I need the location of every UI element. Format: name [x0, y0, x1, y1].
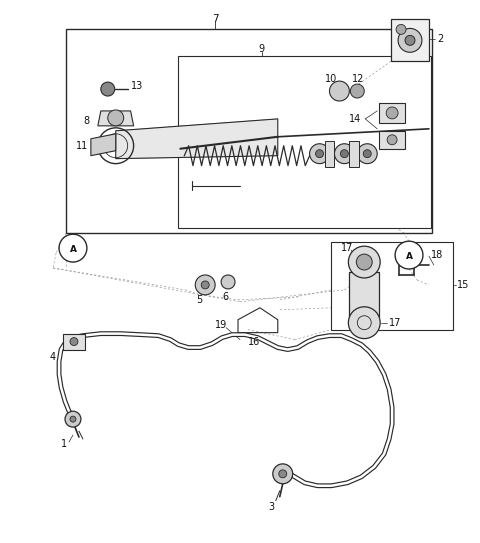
Bar — [379, 131, 405, 149]
Circle shape — [315, 150, 324, 157]
Text: 2: 2 — [437, 34, 443, 45]
Circle shape — [363, 150, 371, 157]
Text: 15: 15 — [457, 280, 469, 290]
Text: 17: 17 — [341, 243, 354, 253]
Polygon shape — [98, 111, 133, 126]
Circle shape — [108, 110, 124, 126]
Text: 16: 16 — [248, 337, 260, 346]
Text: 14: 14 — [349, 114, 361, 124]
Circle shape — [348, 307, 380, 339]
Circle shape — [357, 144, 377, 163]
Text: 17: 17 — [389, 318, 401, 328]
Circle shape — [335, 144, 354, 163]
Text: 19: 19 — [215, 320, 228, 330]
Circle shape — [310, 144, 329, 163]
Text: 6: 6 — [222, 292, 228, 302]
Circle shape — [59, 234, 87, 262]
Circle shape — [329, 81, 349, 101]
Bar — [66, 29, 432, 233]
Bar — [63, 333, 85, 350]
Circle shape — [395, 241, 423, 269]
Circle shape — [273, 464, 293, 484]
Bar — [179, 56, 431, 228]
Text: 9: 9 — [259, 45, 265, 54]
Circle shape — [70, 416, 76, 422]
Circle shape — [65, 411, 81, 427]
Text: 12: 12 — [352, 74, 365, 84]
Circle shape — [201, 281, 209, 289]
Circle shape — [396, 24, 406, 34]
Circle shape — [387, 135, 397, 145]
Text: 5: 5 — [196, 295, 203, 305]
Text: 13: 13 — [131, 81, 143, 91]
Polygon shape — [116, 119, 278, 159]
Text: 11: 11 — [76, 141, 88, 151]
Text: 1: 1 — [61, 439, 67, 449]
Circle shape — [398, 28, 422, 52]
Text: 7: 7 — [212, 15, 218, 24]
Circle shape — [350, 84, 364, 98]
Bar — [391, 20, 429, 61]
Text: 18: 18 — [431, 250, 443, 260]
Circle shape — [386, 107, 398, 119]
Circle shape — [101, 82, 115, 96]
Text: 3: 3 — [268, 502, 274, 512]
Circle shape — [348, 246, 380, 278]
Bar — [349, 272, 379, 317]
Bar — [379, 103, 405, 123]
Bar — [332, 242, 453, 330]
Circle shape — [356, 254, 372, 270]
Text: 4: 4 — [49, 351, 55, 362]
Circle shape — [221, 275, 235, 289]
Circle shape — [70, 338, 78, 345]
Circle shape — [405, 35, 415, 45]
Circle shape — [195, 275, 215, 295]
Circle shape — [279, 470, 287, 478]
Text: A: A — [406, 251, 412, 261]
Bar — [349, 141, 360, 167]
Text: A: A — [70, 245, 76, 254]
Bar — [324, 141, 335, 167]
Polygon shape — [91, 134, 116, 156]
Circle shape — [340, 150, 348, 157]
Text: 10: 10 — [324, 74, 337, 84]
Text: 8: 8 — [83, 116, 89, 126]
